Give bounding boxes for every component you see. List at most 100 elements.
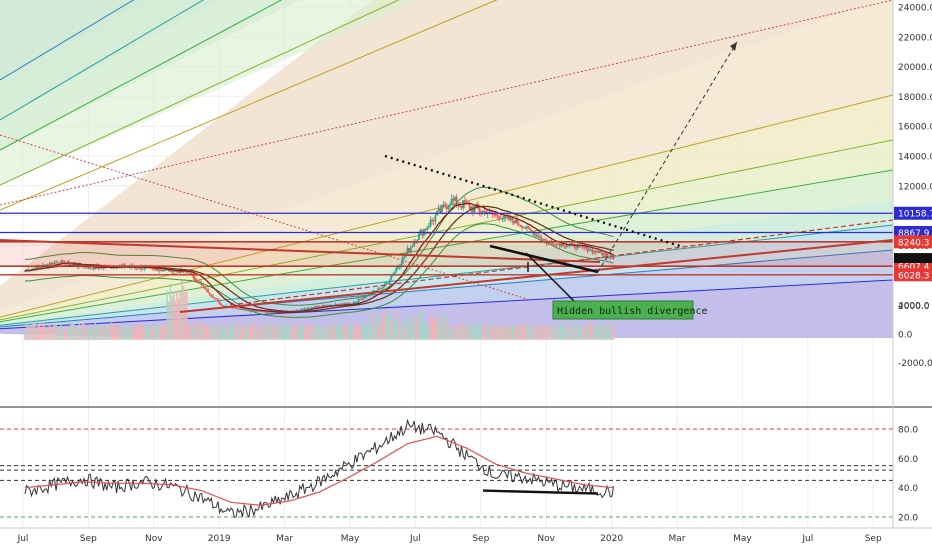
- volume-bar: [514, 326, 517, 340]
- candle-body: [455, 196, 458, 206]
- candle-body: [560, 243, 563, 247]
- volume-bar: [522, 322, 525, 340]
- candle-body: [91, 268, 93, 270]
- candle-body: [424, 228, 427, 230]
- volume-bar: [485, 322, 487, 340]
- volume-bar: [275, 324, 278, 340]
- volume-bar: [437, 323, 440, 340]
- candle-body: [534, 234, 537, 236]
- volume-bar: [266, 325, 268, 340]
- volume-bar: [598, 322, 600, 340]
- volume-bar: [86, 328, 88, 340]
- candle-body: [133, 267, 136, 269]
- candle-body: [342, 303, 345, 305]
- candle-body: [575, 247, 577, 249]
- candle-body: [311, 307, 314, 309]
- candle-body: [194, 277, 196, 281]
- volume-bar: [503, 324, 505, 340]
- volume-bar: [567, 323, 569, 340]
- candle-body: [601, 252, 604, 256]
- volume-bar: [449, 327, 451, 340]
- fan-line: [0, 169, 893, 323]
- time-tick-label: Nov: [537, 534, 555, 544]
- candle-body: [200, 283, 203, 285]
- volume-bar: [290, 327, 293, 340]
- candle-body: [508, 216, 510, 220]
- candle-body: [243, 309, 245, 311]
- candle-body: [373, 290, 376, 292]
- candle-body: [55, 262, 57, 264]
- candle-body: [481, 210, 484, 213]
- volume-bar: [195, 322, 198, 340]
- candle-body: [300, 308, 303, 311]
- volume-bar: [50, 327, 52, 340]
- volume-bar: [365, 323, 368, 340]
- volume-bar: [442, 314, 445, 340]
- volume-bar: [571, 323, 574, 340]
- volume-bar: [516, 325, 518, 340]
- candle-body: [530, 230, 533, 232]
- rsi-line: [24, 418, 615, 519]
- volume-bar: [349, 323, 352, 340]
- volume-bar: [295, 324, 298, 340]
- volume-bar: [573, 328, 576, 340]
- candle-body: [306, 308, 309, 310]
- price-tick-label: 20000.0: [898, 63, 932, 73]
- candle-body: [396, 267, 399, 269]
- volume-bar: [424, 325, 427, 340]
- candle-body: [190, 272, 193, 275]
- bollinger-lower: [24, 223, 614, 318]
- volume-bar: [29, 324, 31, 340]
- volume-bar: [262, 322, 265, 340]
- volume-bar: [104, 325, 106, 340]
- candle-body: [246, 309, 249, 311]
- volume-bar: [328, 327, 330, 340]
- volume-bar: [145, 325, 147, 340]
- volume-bar: [303, 328, 306, 340]
- price-tick-label: 22000.0: [898, 33, 932, 43]
- volume-bar: [431, 316, 433, 340]
- candle-body: [377, 288, 380, 291]
- volume-bar: [405, 323, 407, 340]
- volume-bar: [215, 327, 218, 340]
- candle-body: [154, 268, 157, 270]
- volume-bar: [565, 322, 567, 340]
- candle-body: [537, 236, 540, 238]
- candle-body: [257, 310, 260, 312]
- volume-bar: [362, 326, 365, 340]
- candle-body: [413, 242, 416, 247]
- volume-bar: [61, 327, 64, 340]
- candle-body: [53, 262, 56, 265]
- fan-median-line: [0, 134, 531, 301]
- volume-bar: [527, 328, 530, 340]
- candle-body: [166, 269, 169, 271]
- candle-body: [172, 271, 175, 273]
- volume-bar: [235, 326, 237, 340]
- volume-bar: [251, 323, 254, 340]
- time-axis: Jul Sep Nov 2019 Mar May Jul Sep Nov 2020 Mar May Ju…: [0, 527, 932, 544]
- candle-body: [408, 248, 411, 252]
- volume-bar: [542, 324, 545, 340]
- volume-bar: [34, 323, 36, 340]
- volume-bar: [457, 327, 460, 340]
- volume-bar: [517, 325, 520, 340]
- divergence-annotation: Hidden bullish divergence: [525, 252, 708, 320]
- candle-body: [40, 267, 43, 269]
- price-tick-label: 4000.0: [898, 302, 930, 312]
- volume-tick-label: -2000.0: [898, 359, 932, 369]
- volume-bar: [403, 319, 406, 340]
- volume-bar: [218, 325, 221, 340]
- candle-body: [449, 204, 451, 206]
- candle-body: [315, 306, 317, 308]
- candle-body: [171, 269, 174, 273]
- volume-bar: [563, 326, 566, 340]
- volume-bar: [274, 326, 276, 340]
- candle-body: [483, 210, 486, 212]
- volume-bar: [119, 323, 121, 340]
- volume-bar: [490, 325, 492, 340]
- volume-bar: [498, 325, 500, 340]
- volume-bar: [447, 327, 450, 340]
- candle-body: [298, 310, 301, 312]
- volume-bar: [210, 328, 213, 340]
- volume-bar: [117, 328, 119, 340]
